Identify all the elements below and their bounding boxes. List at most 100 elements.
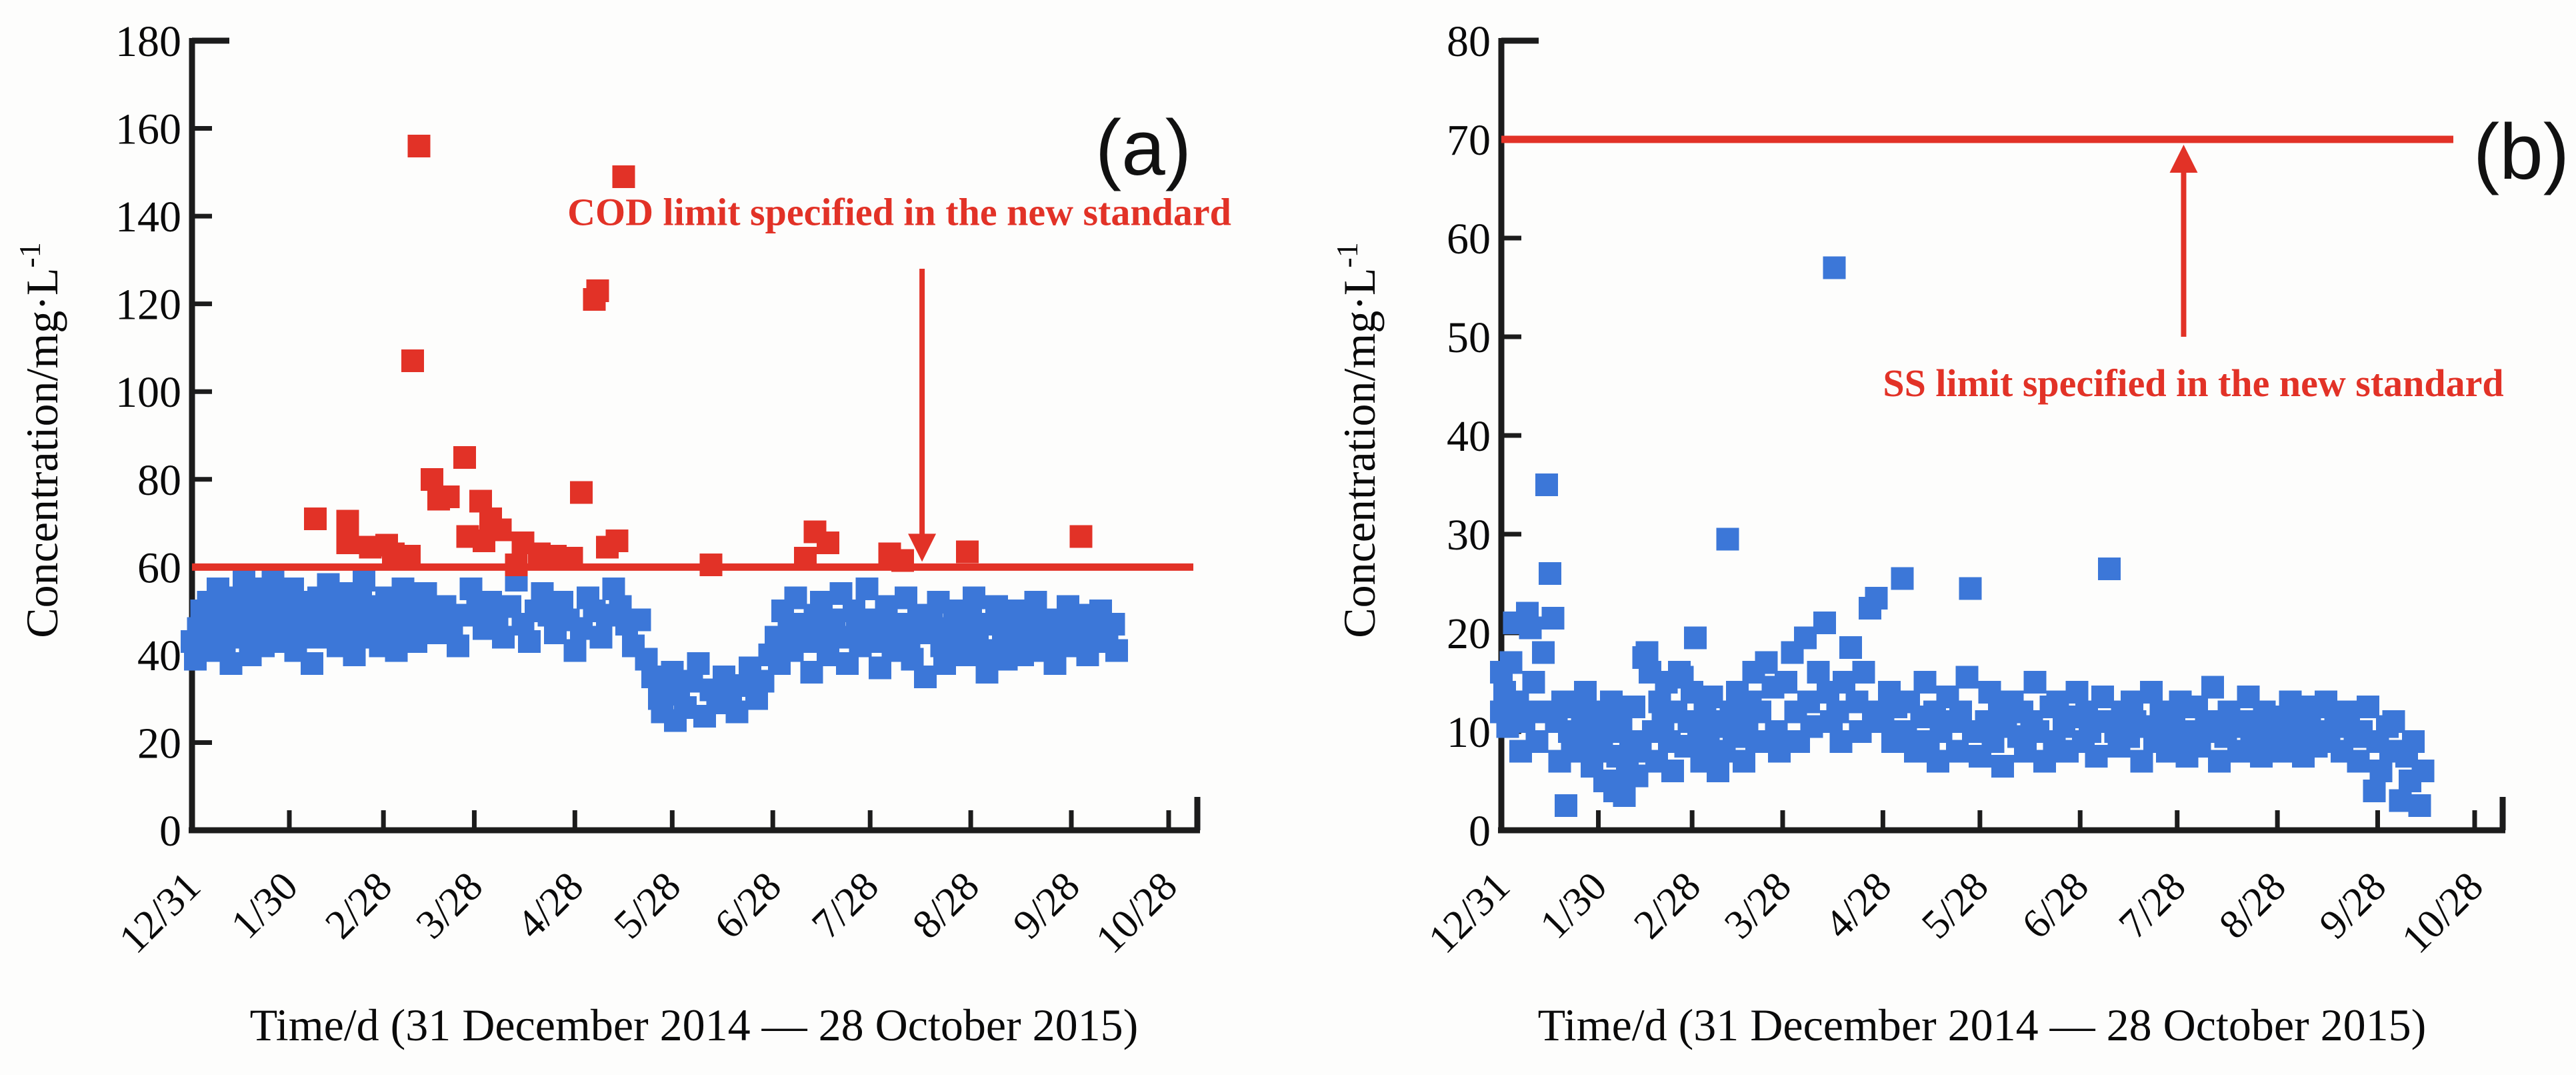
data-point <box>453 445 476 469</box>
data-point <box>975 661 999 684</box>
data-point <box>687 652 710 676</box>
data-point <box>2120 690 2143 714</box>
y-tick-label: 120 <box>115 281 181 329</box>
y-tick-label: 40 <box>137 632 181 680</box>
cod-scatter-chart: 0 20 40 60 80 100 120 140 160 180 12/31 1/30 2/28 3/2… <box>13 17 1231 962</box>
data-point <box>1599 690 1623 714</box>
x-tick-labels: 12/31 1/30 2/28 3/28 4/28 5/28 6/28 7/28 8/28 9/2… <box>111 864 1186 962</box>
data-point <box>2130 750 2153 773</box>
data-point <box>518 630 541 654</box>
data-point <box>1622 696 1645 718</box>
data-point <box>1732 750 1755 773</box>
y-axis-title-superscript: -1 <box>1330 242 1364 267</box>
data-point <box>1043 652 1067 676</box>
data-point <box>661 661 684 684</box>
data-point <box>1826 700 1849 724</box>
x-tick-label: 5/28 <box>605 864 689 948</box>
y-tick-label: 40 <box>1447 412 1491 461</box>
data-point <box>1813 612 1837 635</box>
arrow-head-up-icon <box>2169 145 2198 173</box>
data-point <box>560 547 583 570</box>
data-point <box>612 165 635 188</box>
data-point <box>920 612 943 636</box>
y-tick-label: 30 <box>1447 511 1491 560</box>
data-point <box>1499 651 1523 674</box>
data-point <box>586 279 609 302</box>
data-point <box>972 639 995 662</box>
data-point <box>1833 671 1856 694</box>
data-point <box>913 665 937 688</box>
data-point <box>336 531 359 555</box>
limit-annotation-arrow <box>2169 145 2198 337</box>
data-point <box>1749 700 1772 724</box>
x-tick-label: 1/30 <box>1531 864 1615 948</box>
x-tick-label: 8/28 <box>904 864 988 948</box>
x-axis-title-a: Time/d (31 December 2014 — 28 October 20… <box>0 967 1288 1052</box>
data-point <box>855 578 879 601</box>
data-point <box>570 481 593 504</box>
data-point <box>1069 525 1093 548</box>
data-point <box>1839 636 1862 660</box>
x-tick-label: 1/30 <box>223 864 307 948</box>
y-tick-label: 70 <box>1447 116 1491 165</box>
data-point <box>1625 764 1649 788</box>
data-point <box>1506 690 1529 714</box>
data-point <box>1574 680 1597 704</box>
x-tick-label: 10/28 <box>1087 864 1186 962</box>
y-tick-label: 100 <box>115 368 181 417</box>
data-point <box>1823 256 1846 279</box>
x-tick-label: 3/28 <box>407 864 491 948</box>
data-point <box>1548 750 1571 773</box>
y-tick-label: 60 <box>137 544 181 592</box>
data-point <box>793 547 817 570</box>
panel-b: 0 10 20 30 40 50 60 70 80 12/31 1/30 2/28 3/28 4/28 5/… <box>1288 0 2576 1075</box>
y-axis-title-base: Concentration/mg·L <box>1334 268 1385 638</box>
x-tick-label: 6/28 <box>2013 864 2097 948</box>
x-axis-title-b: Time/d (31 December 2014 — 28 October 20… <box>1288 967 2576 1052</box>
data-point <box>219 652 243 676</box>
data-point <box>2382 710 2405 734</box>
y-tick-label: 20 <box>137 719 181 768</box>
data-point <box>1959 577 1982 600</box>
x-tick-label: 9/28 <box>1005 864 1089 948</box>
panel-label: (b) <box>2473 108 2569 196</box>
data-point <box>401 349 424 373</box>
data-point <box>725 700 749 724</box>
y-tick-label: 80 <box>137 456 181 505</box>
data-point <box>1849 720 1872 743</box>
data-point <box>303 507 327 530</box>
data-point <box>1913 671 1937 694</box>
data-point <box>1978 680 2001 704</box>
x-tick-label: 3/28 <box>1716 864 1800 948</box>
x-tick-label: 8/28 <box>2211 864 2295 948</box>
data-point <box>1522 671 1545 694</box>
data-point <box>1635 641 1659 664</box>
data-point <box>2139 680 2163 704</box>
data-point <box>1532 641 1555 664</box>
y-tick-label: 60 <box>1447 215 1491 263</box>
data-point <box>1797 690 1820 714</box>
data-point <box>2363 779 2386 802</box>
data-point <box>1800 715 1823 738</box>
data-point <box>2201 676 2225 699</box>
data-point <box>1661 760 1685 783</box>
data-point <box>385 639 408 662</box>
data-point <box>2023 671 2047 694</box>
data-point <box>956 540 979 564</box>
y-tick-label: 140 <box>115 193 181 241</box>
y-axis-title: Concentration/mg·L-1 <box>13 242 67 638</box>
data-point <box>2091 686 2115 709</box>
y-axis-title: Concentration/mg·L-1 <box>1330 242 1385 638</box>
data-point <box>1745 730 1769 753</box>
y-tick-label: 20 <box>1447 610 1491 658</box>
arrow-head-down-icon <box>908 533 937 562</box>
data-point <box>699 554 723 577</box>
axis-ticks <box>189 38 1171 833</box>
data-point <box>2249 745 2273 768</box>
data-point <box>1011 643 1034 666</box>
data-point <box>1926 750 1949 773</box>
data-point <box>1765 720 1788 743</box>
data-point <box>1538 562 1561 586</box>
data-point <box>352 569 375 592</box>
y-axis-title-superscript: -1 <box>13 242 47 267</box>
